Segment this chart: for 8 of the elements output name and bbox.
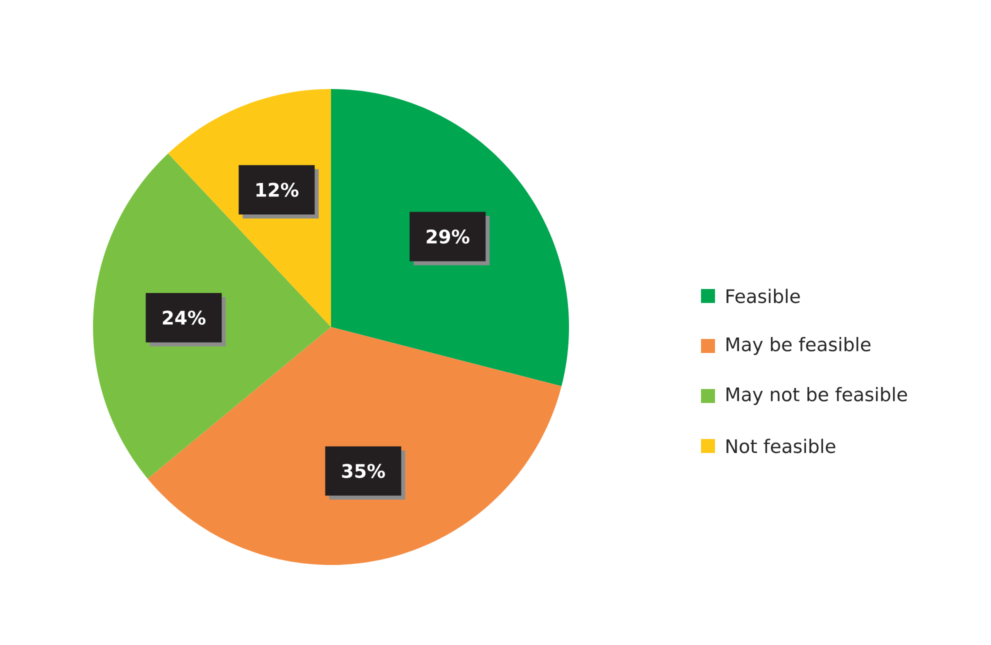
data-label: 24% [162, 310, 206, 325]
legend-label: May not be feasible [726, 386, 907, 406]
legend-label: Not feasible [726, 438, 836, 454]
legend-label: May be feasible [726, 336, 870, 356]
data-label: 35% [342, 464, 385, 478]
data-label: 29% [426, 229, 470, 244]
data-label: 12% [256, 182, 298, 197]
legend-label: Feasible [726, 288, 800, 304]
